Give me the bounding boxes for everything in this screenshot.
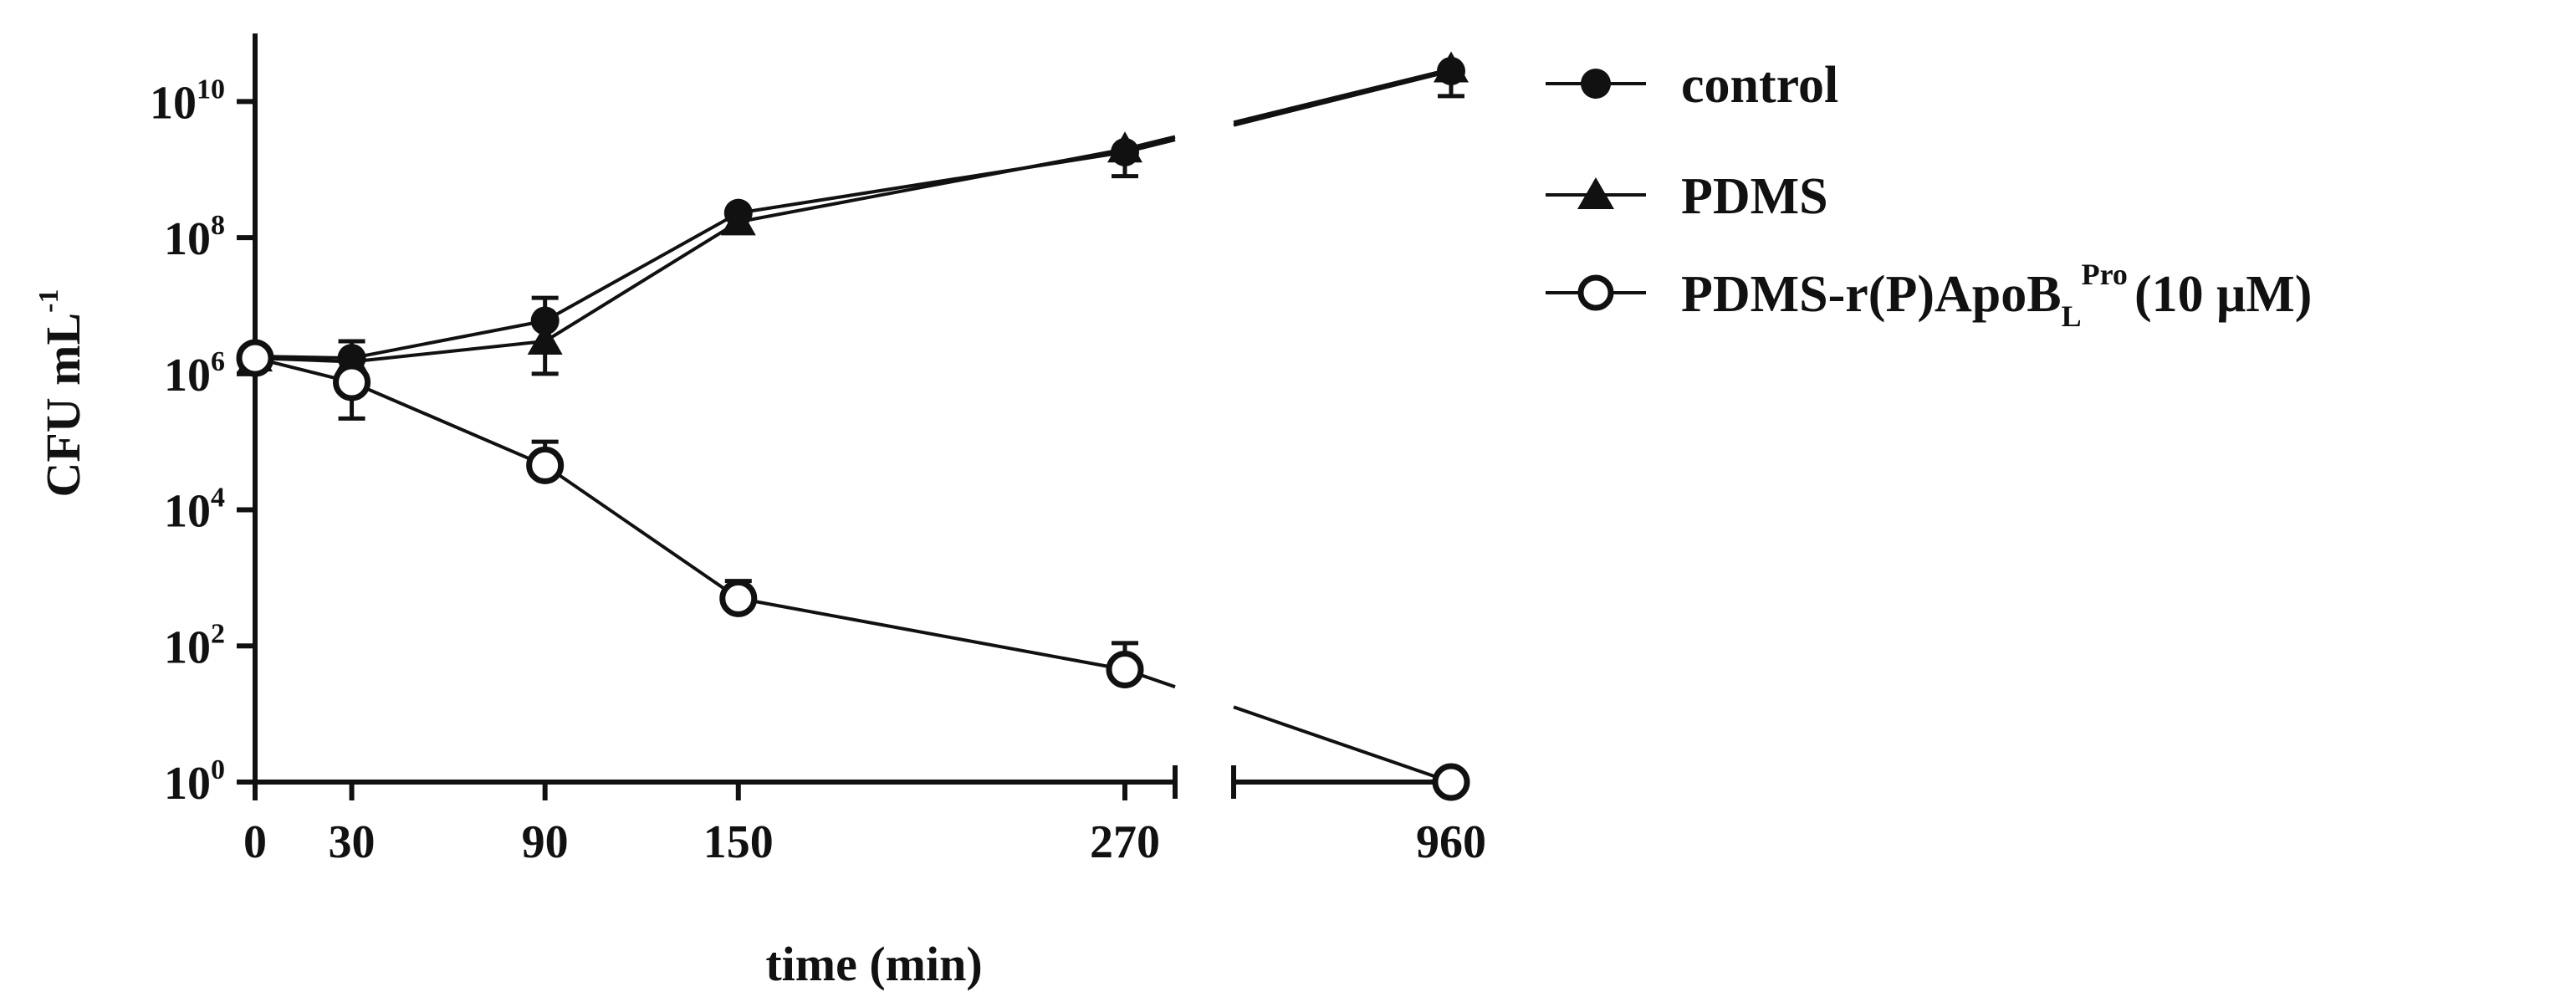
marker-filled-triangle (720, 204, 756, 236)
x-tick-label: 0 (243, 816, 267, 868)
legend-label-control: control (1681, 57, 1838, 114)
series-line (738, 147, 1126, 224)
y-tick-label: 106 (164, 346, 225, 401)
series-line (351, 319, 546, 360)
marker-open-circle (719, 579, 758, 617)
marker-filled-triangle (1434, 51, 1469, 83)
series-line (544, 211, 739, 323)
tick-layer: 0 30 90 150 270 960 100 102 104 106 108 1010 (150, 74, 1486, 868)
series-line (738, 596, 1126, 672)
series-line (1233, 69, 1452, 127)
x-tick-label: 270 (1090, 816, 1160, 868)
x-tick-label: 960 (1416, 816, 1486, 868)
marker-filled-triangle (1107, 131, 1142, 163)
series-2 (236, 339, 1470, 801)
marker-filled-circle (530, 306, 560, 335)
y-tick-label: 108 (164, 210, 225, 265)
marker-open-circle (1432, 763, 1470, 801)
y-tick-label: 102 (164, 618, 225, 673)
legend-label-pdms-apob: PDMS-r(P)ApoBLPro (10 μM) (1681, 258, 2312, 333)
y-tick-label: 100 (164, 754, 225, 810)
x-tick-label: 150 (703, 816, 774, 868)
y-tick-label: 1010 (150, 74, 225, 129)
series-layer (236, 51, 1470, 801)
x-tick-label: 30 (329, 816, 376, 868)
series-line (544, 220, 739, 343)
legend: control PDMS PDMS-r(P)ApoBLPro (10 μM) (1546, 57, 2312, 333)
series-line (351, 340, 545, 364)
legend-item-pdms-apob: PDMS-r(P)ApoBLPro (10 μM) (1546, 258, 2312, 333)
series-line (544, 463, 739, 601)
series-line (350, 381, 546, 468)
marker-filled-triangle (527, 323, 563, 355)
legend-item-control: control (1546, 57, 1838, 114)
series-0 (241, 56, 1465, 373)
legend-marker-filled-triangle (1577, 177, 1614, 209)
marker-open-circle (1106, 650, 1144, 688)
y-tick-label: 104 (164, 483, 225, 538)
legend-item-pdms: PDMS (1546, 168, 1828, 225)
x-axis-title: time (min) (765, 937, 982, 991)
marker-open-circle (333, 363, 371, 401)
x-tick-label: 90 (522, 816, 569, 868)
marker-open-circle (526, 446, 565, 484)
legend-marker-open-circle (1577, 274, 1614, 311)
axes (237, 33, 1468, 800)
series-line (1233, 67, 1452, 125)
y-axis-title: CFU mL-1 (33, 289, 90, 497)
legend-marker-filled-circle (1581, 69, 1611, 99)
series-1 (238, 51, 1469, 376)
marker-open-circle (236, 339, 274, 377)
series-line (1233, 705, 1452, 784)
legend-label-pdms: PDMS (1681, 168, 1828, 225)
